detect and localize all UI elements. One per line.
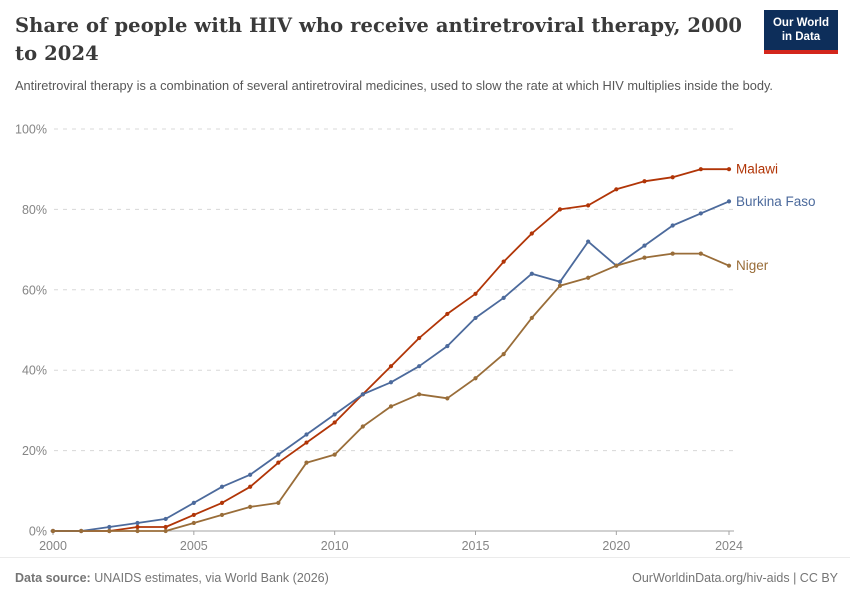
series-point-niger <box>557 283 563 288</box>
series-point-malawi <box>557 207 563 212</box>
series-point-malawi <box>304 440 309 445</box>
series-point-burkina-faso <box>473 315 478 321</box>
chart-title: Share of people with HIV who receive ant… <box>15 14 743 65</box>
series-point-burkina-faso <box>726 199 732 204</box>
series-label-niger[interactable]: Niger <box>736 258 769 273</box>
y-axis-tick-label: 40% <box>22 364 47 378</box>
y-axis-tick-label: 100% <box>15 123 47 137</box>
series-point-malawi <box>670 175 675 180</box>
series-point-malawi <box>135 524 140 530</box>
data-source-label: Data source: <box>15 571 91 585</box>
chart-footer: Data source: UNAIDS estimates, via World… <box>0 557 850 600</box>
owid-logo-line2: in Data <box>781 30 821 43</box>
series-point-niger <box>473 376 478 381</box>
series-point-burkina-faso <box>388 380 394 385</box>
y-axis-tick-label: 20% <box>22 444 47 458</box>
series-point-burkina-faso <box>332 412 337 417</box>
series-point-niger <box>586 275 591 280</box>
series-point-malawi <box>417 335 422 341</box>
series-point-niger <box>332 452 337 457</box>
x-axis-tick-label: 2024 <box>715 539 743 553</box>
series-point-burkina-faso <box>698 211 703 216</box>
series-point-niger <box>445 396 450 401</box>
series-point-malawi <box>586 203 591 208</box>
series-point-burkina-faso <box>163 516 168 522</box>
series-point-niger <box>135 528 140 534</box>
series-point-burkina-faso <box>360 392 365 397</box>
series-point-burkina-faso <box>135 520 140 526</box>
y-axis-tick-label: 80% <box>22 203 47 217</box>
series-point-niger <box>529 315 534 321</box>
series-point-burkina-faso <box>529 271 534 276</box>
series-point-malawi <box>726 167 732 172</box>
y-axis-tick-label: 0% <box>29 525 47 539</box>
series-point-niger <box>726 263 732 268</box>
series-point-burkina-faso <box>219 484 225 489</box>
series-point-burkina-faso <box>417 364 422 369</box>
series-point-niger <box>276 500 281 505</box>
chart-subtitle: Antiretroviral therapy is a combination … <box>15 78 773 93</box>
series-point-burkina-faso <box>642 243 647 248</box>
series-point-malawi <box>614 187 619 192</box>
series-line-malawi <box>52 168 730 532</box>
data-source: Data source: UNAIDS estimates, via World… <box>15 571 329 585</box>
series-point-niger <box>614 263 619 268</box>
series-label-malawi[interactable]: Malawi <box>736 162 778 177</box>
series-point-malawi <box>388 364 394 369</box>
series-label-burkina-faso[interactable]: Burkina Faso <box>736 194 816 209</box>
data-source-text: UNAIDS estimates, via World Bank (2026) <box>90 571 329 585</box>
owid-logo-line1: Our World <box>772 17 829 29</box>
series-point-niger <box>417 392 422 397</box>
series-point-niger <box>219 512 225 518</box>
series-point-niger <box>698 251 703 256</box>
owid-logo[interactable]: Our World in Data <box>764 10 838 54</box>
series-point-niger <box>360 424 365 429</box>
series-point-malawi <box>332 420 337 425</box>
series-point-malawi <box>501 259 506 264</box>
series-line-niger <box>52 252 730 532</box>
footer-link[interactable]: OurWorldinData.org/hiv-aids | CC BY <box>632 571 838 585</box>
series-point-niger <box>50 528 56 534</box>
x-axis-tick-label: 2015 <box>462 539 490 553</box>
chart-header: Share of people with HIV who receive ant… <box>15 12 773 95</box>
series-point-niger <box>501 352 506 357</box>
series-point-burkina-faso <box>501 295 506 300</box>
y-axis-tick-label: 60% <box>22 283 47 297</box>
series-point-niger <box>670 251 675 256</box>
series-point-malawi <box>163 524 168 530</box>
series-point-burkina-faso <box>248 472 253 477</box>
x-axis-tick-label: 2000 <box>39 539 67 553</box>
series-point-malawi <box>219 500 225 505</box>
series-point-burkina-faso <box>276 452 281 457</box>
series-point-burkina-faso <box>557 279 563 284</box>
series-point-niger <box>107 528 112 534</box>
series-point-niger <box>642 255 647 260</box>
series-point-malawi <box>276 460 281 465</box>
series-point-malawi <box>529 231 534 236</box>
series-point-burkina-faso <box>586 239 591 244</box>
series-point-malawi <box>445 311 450 317</box>
series-point-burkina-faso <box>107 524 112 530</box>
series-point-niger <box>388 404 394 409</box>
series-point-burkina-faso <box>304 432 309 437</box>
series-point-burkina-faso <box>445 343 450 349</box>
series-point-niger <box>191 520 196 526</box>
series-point-burkina-faso <box>670 223 675 228</box>
series-point-niger <box>163 528 168 534</box>
series-point-malawi <box>248 484 253 489</box>
series-point-niger <box>248 504 253 509</box>
series-point-niger <box>304 460 309 465</box>
x-axis-tick-label: 2020 <box>602 539 630 553</box>
series-point-malawi <box>642 179 647 184</box>
series-point-malawi <box>698 167 703 172</box>
series-point-niger <box>79 528 84 534</box>
x-axis-tick-label: 2005 <box>180 539 208 553</box>
series-point-malawi <box>473 291 478 296</box>
series-point-burkina-faso <box>191 500 196 505</box>
series-point-malawi <box>191 512 196 518</box>
x-axis-tick-label: 2010 <box>321 539 349 553</box>
